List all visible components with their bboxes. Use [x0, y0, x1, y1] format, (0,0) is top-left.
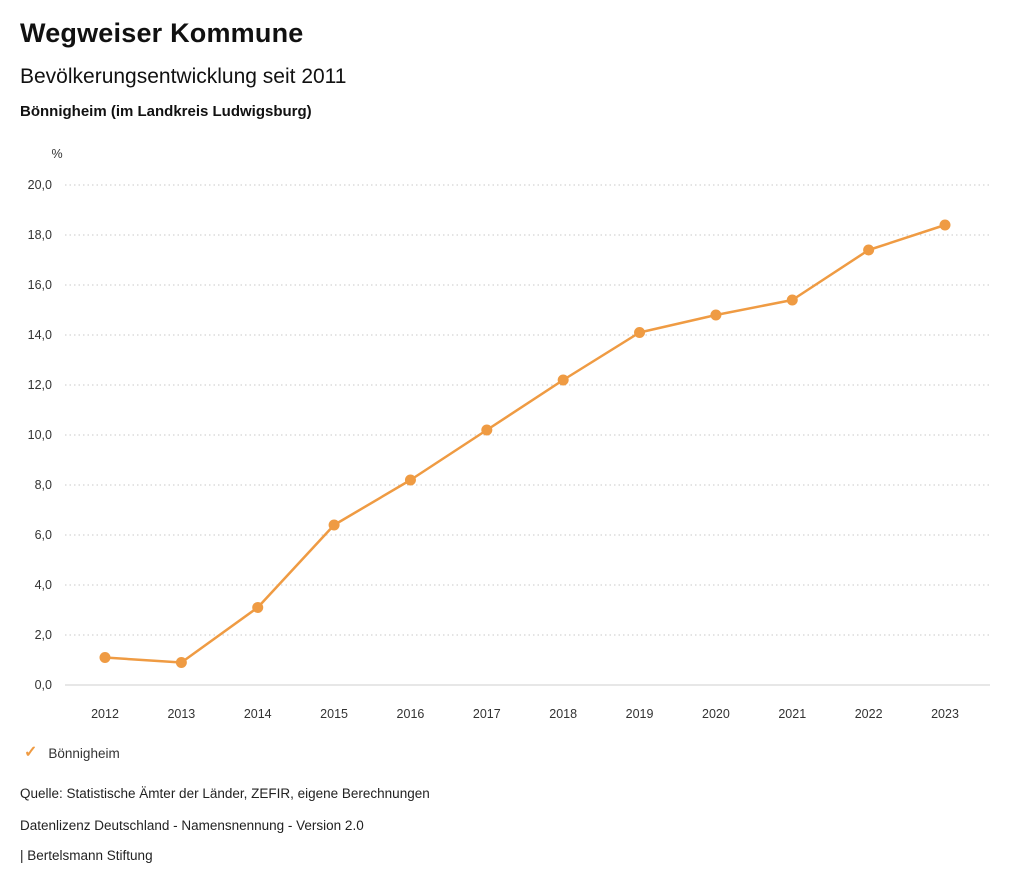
- chart-subtitle: Bönnigheim (im Landkreis Ludwigsburg): [20, 103, 312, 120]
- x-axis-tick-label: 2021: [778, 707, 806, 721]
- y-axis-tick-label: 6,0: [35, 528, 52, 542]
- y-axis-tick-label: 8,0: [35, 478, 52, 492]
- x-axis-tick-label: 2017: [473, 707, 501, 721]
- legend-label: Bönnigheim: [48, 745, 120, 761]
- y-axis-tick-label: 18,0: [28, 228, 52, 242]
- data-point[interactable]: [939, 219, 951, 231]
- x-axis-tick-label: 2016: [397, 707, 425, 721]
- axis-layer: 0,0 2,0 4,0 6,0 8,0 10,0 12,0 14,0 16,0 18,0 20,0 2…: [28, 178, 959, 721]
- data-point[interactable]: [786, 294, 798, 306]
- legend-item-boennigheim[interactable]: ✓ Bönnigheim: [24, 745, 120, 761]
- data-point[interactable]: [252, 602, 264, 613]
- data-point[interactable]: [557, 374, 569, 386]
- x-axis-tick-label: 2014: [244, 707, 272, 721]
- source-text: Quelle: Statistische Ämter der Länder, Z…: [20, 786, 430, 801]
- x-axis-tick-label: 2020: [702, 707, 730, 721]
- check-icon: ✓: [24, 744, 38, 761]
- data-point[interactable]: [634, 327, 646, 338]
- x-axis-tick-label: 2015: [320, 707, 348, 721]
- x-axis-tick-label: 2019: [626, 707, 654, 721]
- chart-title: Bevölkerungsentwicklung seit 2011: [20, 65, 347, 88]
- data-point[interactable]: [404, 474, 416, 486]
- data-point[interactable]: [328, 519, 340, 531]
- y-axis-tick-label: 16,0: [28, 278, 52, 292]
- y-axis-unit-label: %: [51, 147, 62, 161]
- data-point[interactable]: [175, 657, 187, 668]
- data-point[interactable]: [710, 309, 722, 321]
- brand-title: Wegweiser Kommune: [20, 18, 304, 48]
- data-point[interactable]: [863, 244, 875, 256]
- data-point[interactable]: [99, 652, 111, 663]
- x-axis-tick-label: 2013: [167, 707, 195, 721]
- y-axis-tick-label: 12,0: [28, 378, 52, 392]
- y-axis-tick-label: 10,0: [28, 428, 52, 442]
- y-axis-tick-label: 20,0: [28, 178, 52, 192]
- y-axis-tick-label: 0,0: [35, 678, 52, 692]
- y-axis-tick-label: 14,0: [28, 328, 52, 342]
- attribution-text: | Bertelsmann Stiftung: [20, 848, 153, 863]
- x-axis-tick-label: 2012: [91, 707, 119, 721]
- x-axis-tick-label: 2018: [549, 707, 577, 721]
- y-axis-tick-label: 2,0: [35, 628, 52, 642]
- population-line-chart: % 0,0 2,0 4,0 6,0 8,0 10,0 12,0 14,0 16,0 18,0 20,…: [28, 147, 990, 721]
- x-axis-tick-label: 2022: [855, 707, 883, 721]
- chart-header: Wegweiser Kommune Bevölkerungsentwicklun…: [20, 18, 346, 120]
- series-layer: [99, 219, 951, 668]
- series-line: [103, 223, 947, 664]
- license-text: Datenlizenz Deutschland - Namensnennung …: [20, 818, 364, 833]
- y-axis-tick-label: 4,0: [35, 578, 52, 592]
- data-point[interactable]: [481, 424, 493, 436]
- x-axis-tick-label: 2023: [931, 707, 959, 721]
